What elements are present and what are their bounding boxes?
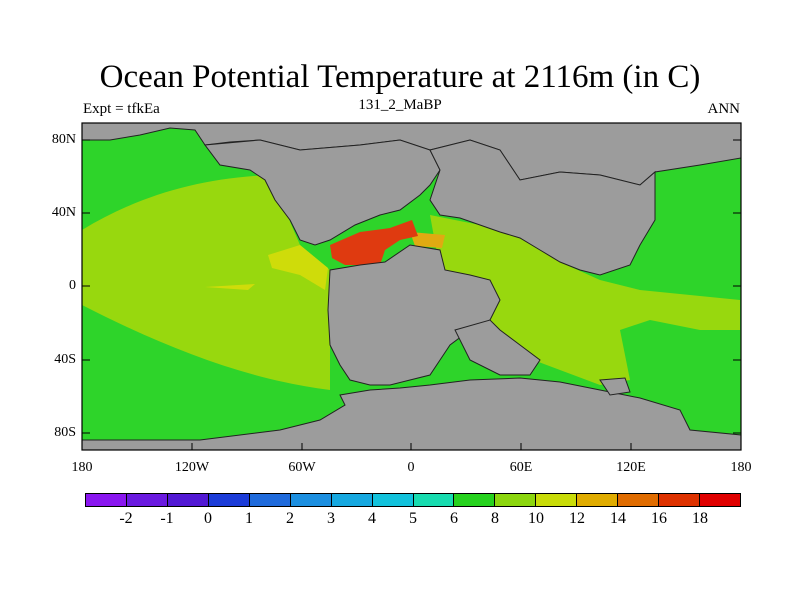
colorbar-label: -1 <box>160 510 174 527</box>
colorbar-swatch <box>331 494 373 506</box>
experiment-label: Expt = tfkEa <box>83 101 160 117</box>
med-red-patch <box>330 220 418 265</box>
colorbar-label: 2 <box>286 510 294 527</box>
map-title: Ocean Potential Temperature at 2116m (in… <box>99 59 701 95</box>
colorbar-label: -2 <box>119 510 133 527</box>
med-orange-patch <box>410 232 445 248</box>
y-tick-label: 40S <box>54 352 76 367</box>
colorbar-swatch <box>618 494 660 506</box>
pacific-warm-band <box>82 175 330 390</box>
x-tick-label: 120E <box>616 460 646 475</box>
colorbar-swatch <box>454 494 496 506</box>
colorbar-label: 1 <box>245 510 253 527</box>
colorbar-label: 10 <box>528 510 544 527</box>
colorbar-swatch <box>495 494 537 506</box>
land-small-east <box>599 377 631 396</box>
x-tick-label: 180 <box>730 460 752 475</box>
colorbar-label: 8 <box>491 510 499 527</box>
colorbar-label: 12 <box>569 510 585 527</box>
season-label: ANN <box>707 101 741 117</box>
colorbar-label: 5 <box>409 510 417 527</box>
colorbar-label: 3 <box>327 510 335 527</box>
colorbar-swatch <box>126 494 168 506</box>
x-tick-label: 120W <box>174 460 210 475</box>
colorbar-swatch <box>208 494 250 506</box>
colorbar-swatch <box>86 494 127 506</box>
colorbar <box>85 493 741 507</box>
land-masses <box>81 122 742 451</box>
land-africa-india <box>454 319 541 376</box>
x-tick-label: 180 <box>71 460 93 475</box>
warm-patch-west <box>268 245 328 290</box>
colorbar-label: 16 <box>651 510 667 527</box>
y-tick-label: 80N <box>51 132 76 147</box>
colorbar-swatch <box>249 494 291 506</box>
axis-ticks <box>81 139 742 450</box>
colorbar-label: 18 <box>692 510 708 527</box>
colorbar-swatch <box>700 494 740 506</box>
land-antarctica <box>81 377 742 451</box>
colorbar-swatch <box>659 494 701 506</box>
y-tick-label: 80S <box>54 425 76 440</box>
warm-patch-equator <box>205 284 255 290</box>
colorbar-swatch <box>290 494 332 506</box>
colorbar-swatch <box>577 494 619 506</box>
colorbar-label: 4 <box>368 510 376 527</box>
colorbar-swatch <box>413 494 455 506</box>
x-tick-label: 60W <box>288 460 316 475</box>
colorbar-swatch <box>372 494 414 506</box>
land-north-america <box>204 139 441 246</box>
y-tick-label: 40N <box>51 205 76 220</box>
colorbar-swatch <box>167 494 209 506</box>
y-tick-label: 0 <box>69 278 76 293</box>
x-tick-label: 0 <box>407 460 415 475</box>
colorbar-swatch <box>536 494 578 506</box>
period-label: 131_2_MaBP <box>358 97 442 113</box>
map-plot-area <box>81 122 742 451</box>
colorbar-label: 0 <box>204 510 212 527</box>
land-eurasia <box>429 139 656 276</box>
colorbar-label: 14 <box>610 510 626 527</box>
x-tick-label: 60E <box>509 460 533 475</box>
colorbar-label: 6 <box>450 510 458 527</box>
